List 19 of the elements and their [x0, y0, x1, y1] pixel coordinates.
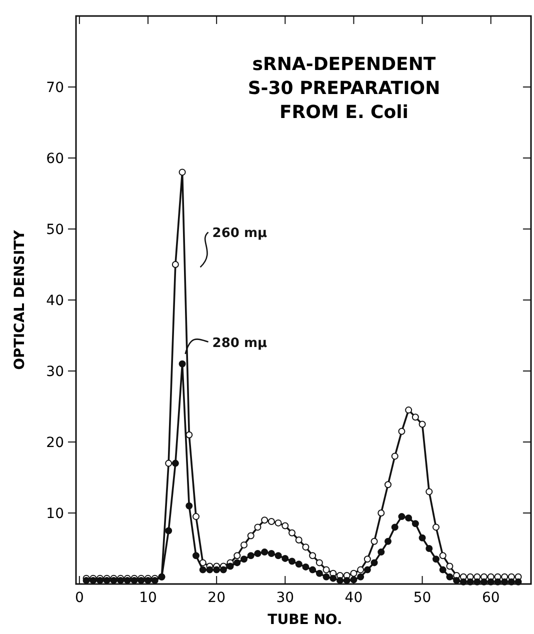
- y-tick-label: 40: [46, 293, 64, 309]
- x-tick-label: 40: [344, 590, 363, 606]
- text: 260 mμ: [212, 226, 268, 242]
- y-tick-label: 50: [46, 222, 64, 238]
- x-tick-label: 60: [482, 590, 500, 606]
- text: sRNA-DEPENDENT S-30 PREPARATION FROM E. Coli: [248, 54, 440, 123]
- x-axis-title: TUBE NO.: [268, 612, 342, 628]
- y-tick-label: 60: [46, 151, 64, 167]
- y-tick-label: 10: [46, 506, 64, 522]
- x-tick-label: 10: [139, 590, 157, 606]
- x-tick-label: 20: [208, 590, 226, 606]
- y-tick-label: 30: [46, 364, 64, 380]
- x-tick-label: 30: [276, 590, 294, 606]
- x-tick-label: 0: [74, 590, 84, 606]
- y-tick-label: 70: [46, 80, 64, 96]
- y-axis-title: OPTICAL DENSITY: [12, 229, 28, 370]
- x-tick-label: 50: [413, 590, 432, 606]
- y-tick-label: 20: [46, 435, 64, 451]
- legend-label: 280 mμ: [212, 336, 268, 351]
